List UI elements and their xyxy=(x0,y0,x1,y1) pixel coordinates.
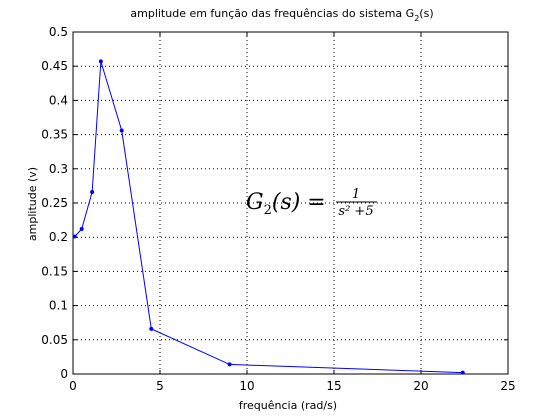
y-tick-label: 0.1 xyxy=(49,299,68,313)
data-point xyxy=(149,326,154,331)
series-line xyxy=(74,61,463,374)
x-tick-label: 5 xyxy=(156,379,164,393)
y-axis-label: amplitude (v) xyxy=(26,167,39,241)
x-tick-label: 10 xyxy=(239,379,254,393)
data-point xyxy=(98,59,103,64)
data-point xyxy=(119,128,124,133)
formula-numerator: 1 xyxy=(352,187,360,202)
axis-ticks: 0 5 10 15 20 25 0 0.05 0.1 0.15 0.2 0.25 0.3 0.35 0.4 0… xyxy=(41,25,515,393)
chart-title-subscript: 2 xyxy=(414,14,419,23)
formula-denominator: s² +5 xyxy=(338,204,373,219)
data-point xyxy=(227,362,232,367)
y-tick-label: 0.5 xyxy=(49,25,68,39)
y-tick-label: 0.45 xyxy=(41,59,68,73)
y-tick-label: 0.3 xyxy=(49,162,68,176)
series-layer xyxy=(72,59,465,375)
data-point xyxy=(460,370,465,375)
data-point xyxy=(79,226,84,231)
y-tick-label: 0.2 xyxy=(49,230,68,244)
formula-lhs: G2(s) = xyxy=(246,190,326,218)
y-tick-label: 0.25 xyxy=(41,196,68,210)
data-point xyxy=(90,190,95,195)
y-tick-label: 0.4 xyxy=(49,93,68,107)
y-tick-label: 0 xyxy=(60,367,68,381)
formula-arg: (s) = xyxy=(272,190,326,215)
chart-title-end: (s) xyxy=(419,7,433,20)
chart-title: amplitude em função das frequências do s… xyxy=(130,7,433,23)
x-tick-label: 0 xyxy=(69,379,77,393)
x-axis-label: frequência (rad/s) xyxy=(239,399,337,412)
data-point xyxy=(72,234,77,239)
chart-title-main: amplitude em função das frequências do s… xyxy=(130,7,414,20)
x-tick-label: 15 xyxy=(326,379,341,393)
x-tick-label: 20 xyxy=(413,379,428,393)
y-tick-label: 0.35 xyxy=(41,128,68,142)
y-tick-label: 0.15 xyxy=(41,264,68,278)
formula-subscript: 2 xyxy=(264,203,272,218)
transfer-function-annotation: G2(s) = 1 s² +5 xyxy=(246,187,377,219)
grid xyxy=(73,32,508,374)
formula-g: G xyxy=(246,190,264,215)
x-tick-label: 25 xyxy=(500,379,515,393)
y-tick-label: 0.05 xyxy=(41,333,68,347)
